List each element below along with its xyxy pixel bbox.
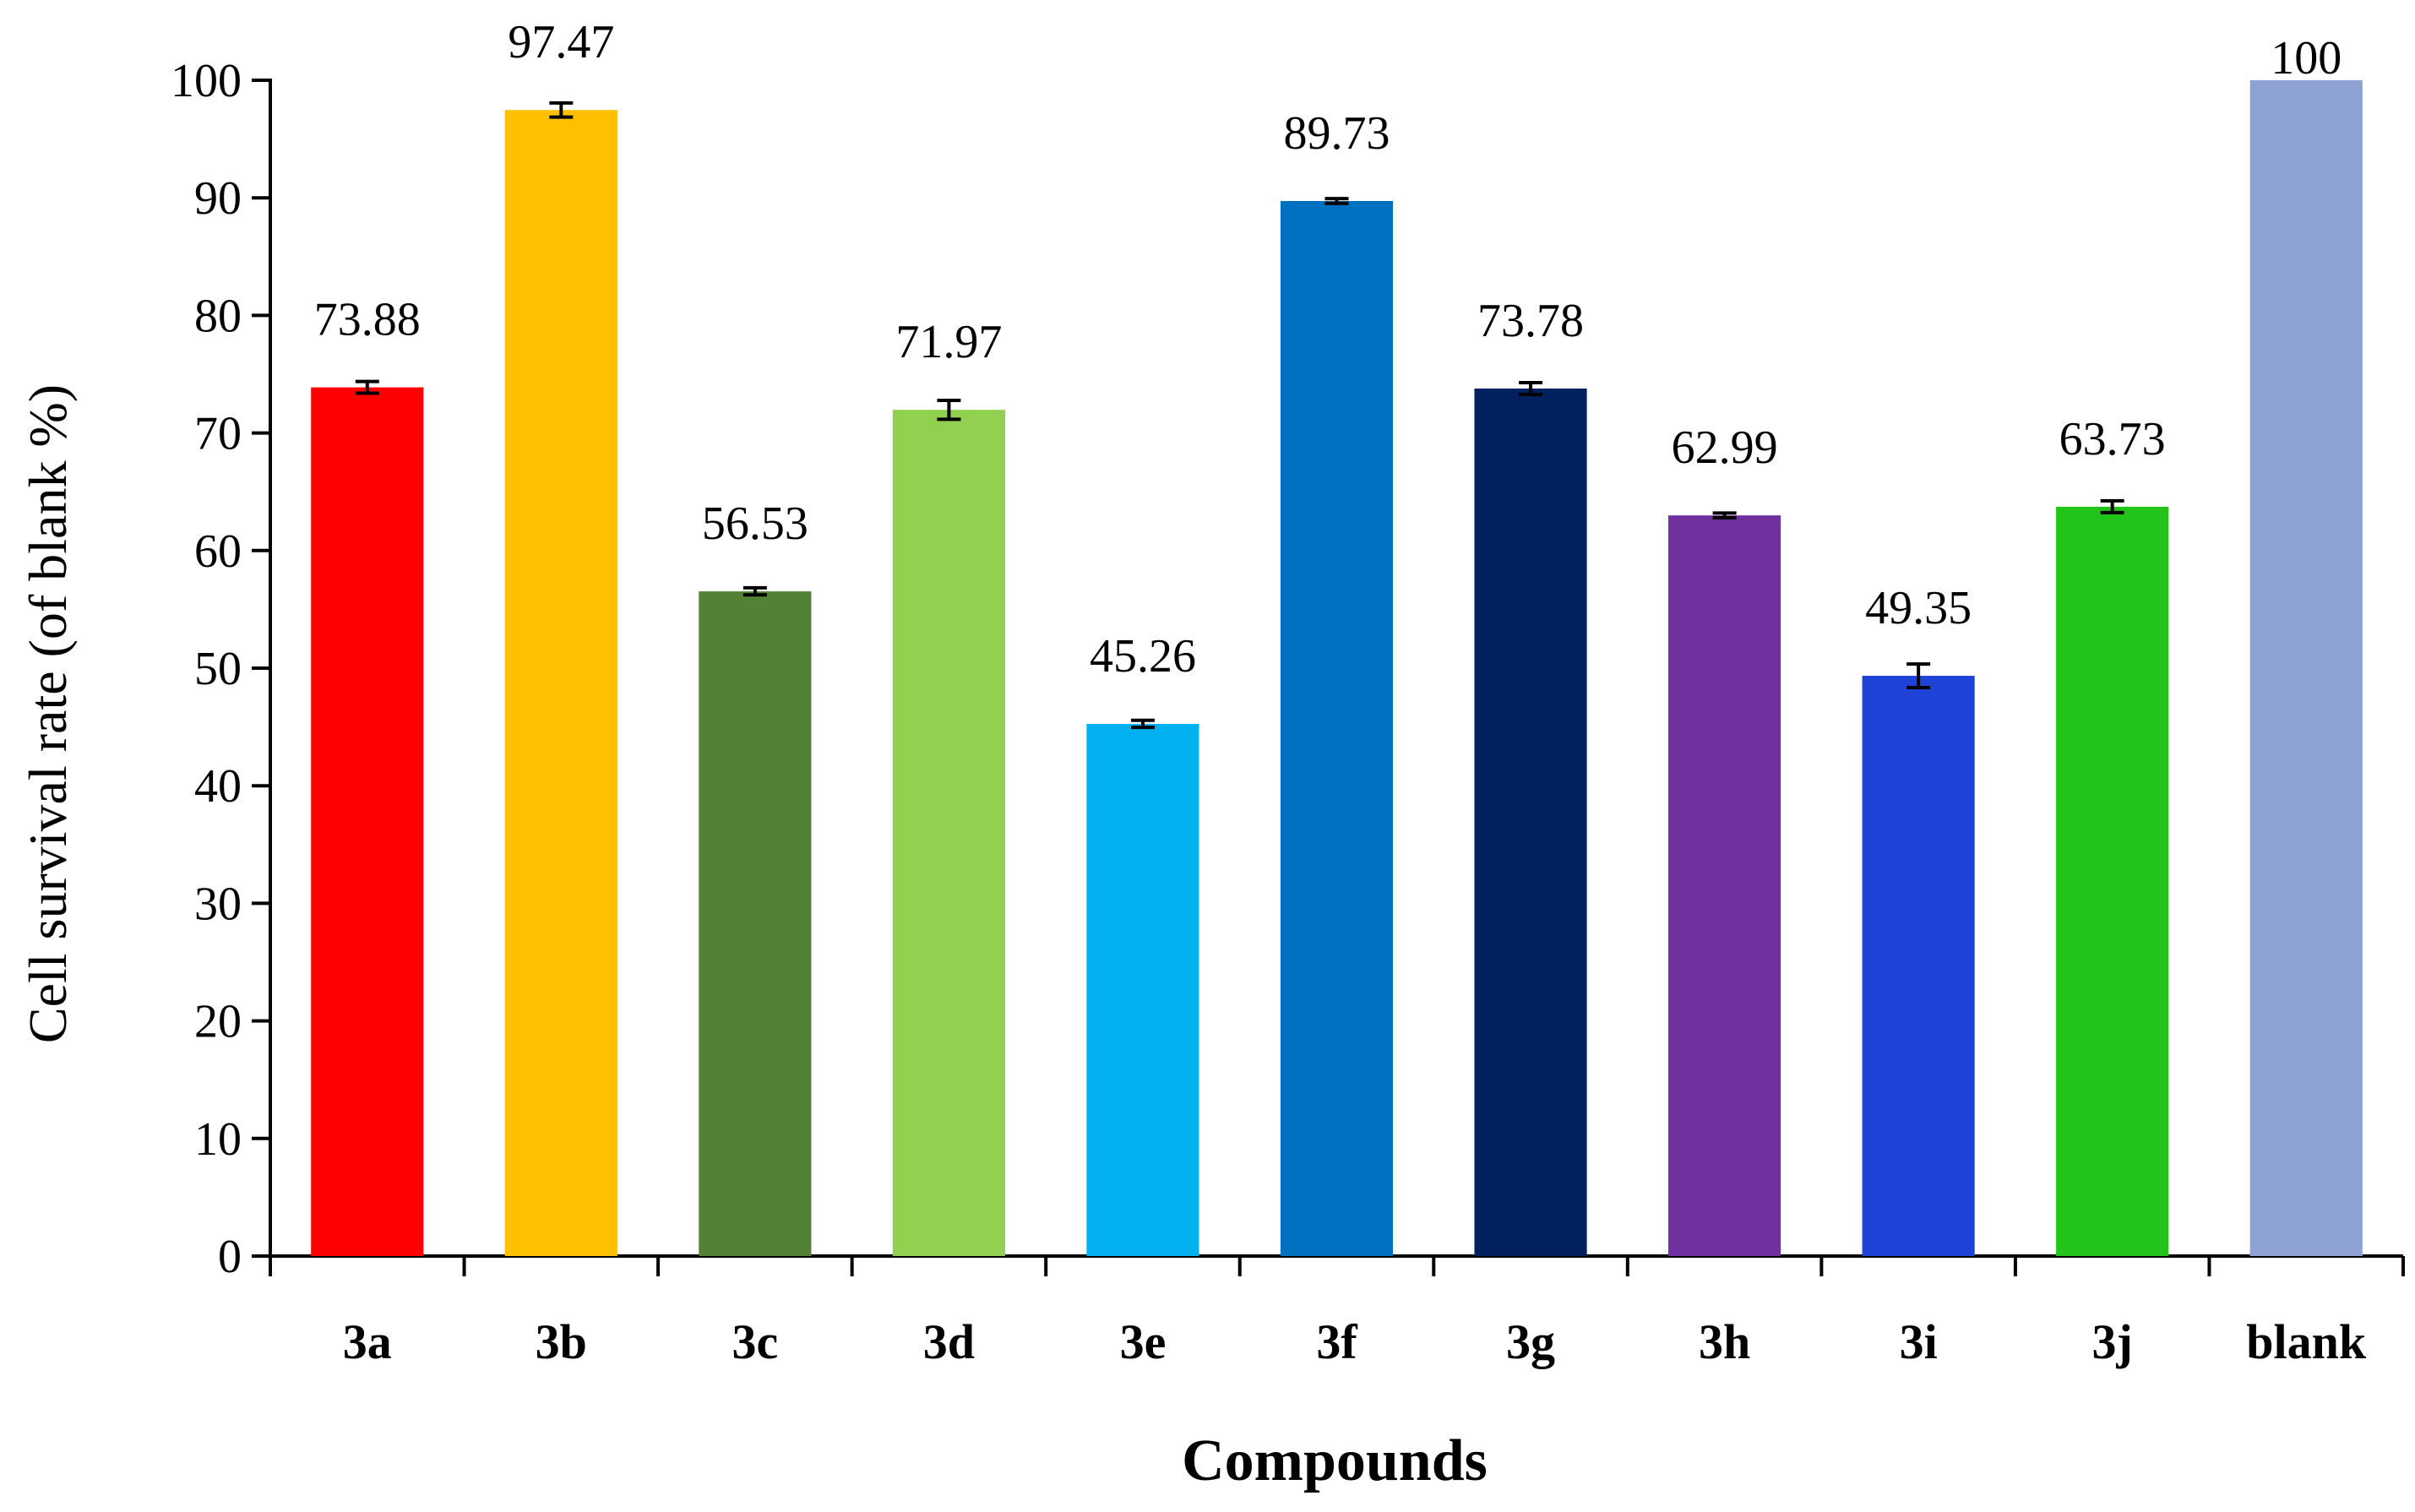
category-label-3a: 3a [343,1314,392,1369]
data-label-3h: 62.99 [1672,422,1778,474]
data-label-3b: 97.47 [508,16,614,68]
category-label-3j: 3j [2092,1314,2133,1369]
y-tick-label: 40 [194,760,242,813]
data-label-3i: 49.35 [1865,582,1972,634]
y-axis: 0 10 20 30 40 50 60 70 80 90 100 [171,55,272,1283]
category-label-3h: 3h [1699,1314,1750,1369]
y-tick-label: 90 [194,172,242,225]
bar-3i [1862,676,1975,1256]
category-label-3b: 3b [536,1314,587,1369]
y-tick-label: 60 [194,525,242,578]
y-tick-label: 10 [194,1113,242,1166]
category-label-3f: 3f [1316,1314,1357,1369]
y-tick-label: 30 [194,878,242,930]
y-tick-label: 0 [218,1231,242,1283]
bar-3b [504,110,617,1256]
y-tick-label: 50 [194,643,242,695]
category-label-blank: blank [2246,1314,2367,1369]
y-tick-label: 70 [194,408,242,460]
y-tick-label: 80 [194,290,242,342]
bar-3c [699,591,812,1256]
bar-blank [2249,80,2363,1256]
bar-3j [2056,506,2169,1256]
category-labels: 3a 3b 3c 3d 3e 3f 3g 3h 3i 3j blank [343,1314,2367,1369]
data-label-3g: 73.78 [1477,295,1584,347]
bar-3d [892,410,1005,1256]
data-labels: 73.88 97.47 56.53 71.97 45.26 89.73 73.78 62.99… [314,16,2342,683]
bar-3a [311,387,424,1257]
category-label-3e: 3e [1120,1314,1167,1369]
bars [311,80,2363,1257]
category-label-3d: 3d [923,1314,975,1369]
data-label-3d: 71.97 [895,316,1002,368]
category-label-3g: 3g [1506,1314,1555,1369]
bar-3g [1474,388,1587,1256]
y-tick-label: 20 [194,996,242,1048]
y-tick-label: 100 [171,55,242,107]
x-axis-title: Compounds [1182,1428,1488,1493]
data-label-3c: 56.53 [702,498,808,550]
bar-3h [1668,515,1781,1256]
error-bars [355,101,2124,730]
data-label-blank: 100 [2271,32,2342,84]
data-label-3a: 73.88 [314,294,421,346]
bar-3f [1280,200,1394,1257]
x-axis [269,1254,2405,1276]
data-label-3j: 63.73 [2059,413,2166,465]
y-axis-title: Cell survival rate (of blank %) [18,384,78,1043]
category-label-3c: 3c [732,1314,778,1369]
data-label-3e: 45.26 [1090,630,1196,683]
data-label-3f: 89.73 [1284,107,1390,160]
category-label-3i: 3i [1900,1314,1938,1369]
bar-3e [1086,723,1199,1256]
